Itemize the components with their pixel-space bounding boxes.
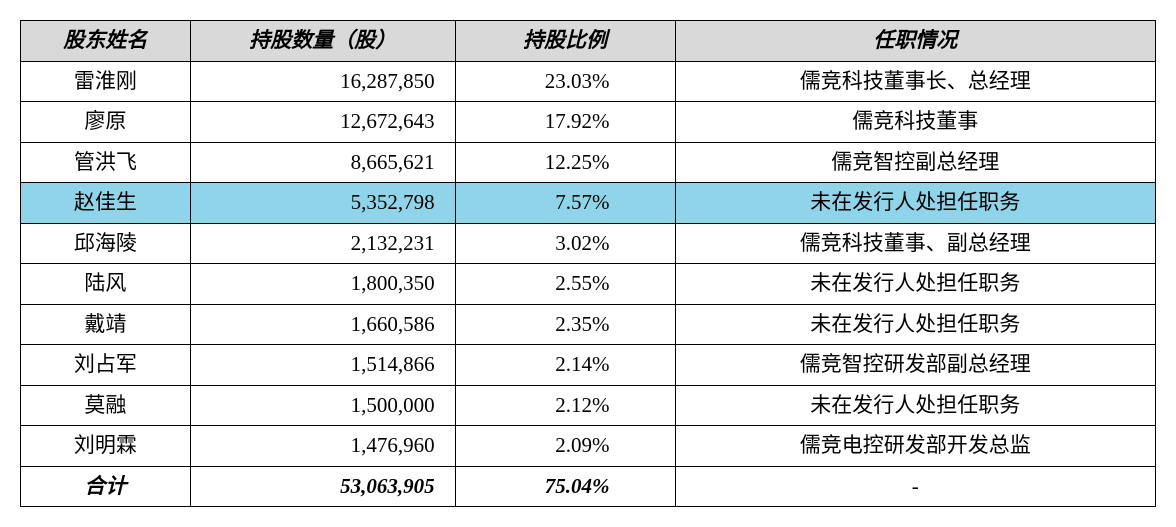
cell-position: 儒竞科技董事长、总经理 (675, 61, 1155, 102)
cell-position: 儒竞科技董事 (675, 102, 1155, 143)
cell-shares: 2,132,231 (190, 223, 455, 264)
cell-name: 廖原 (21, 102, 191, 143)
footer-ratio: 75.04% (455, 466, 675, 507)
col-header-shares: 持股数量（股） (190, 21, 455, 62)
cell-name: 莫融 (21, 385, 191, 426)
cell-position: 儒竞科技董事、副总经理 (675, 223, 1155, 264)
cell-name: 陆风 (21, 264, 191, 305)
table-row: 戴靖1,660,5862.35%未在发行人处担任职务 (21, 304, 1156, 345)
footer-position: - (675, 466, 1155, 507)
footer-name: 合计 (21, 466, 191, 507)
col-header-ratio: 持股比例 (455, 21, 675, 62)
cell-shares: 1,500,000 (190, 385, 455, 426)
cell-name: 赵佳生 (21, 183, 191, 224)
table-row: 陆风1,800,3502.55%未在发行人处担任职务 (21, 264, 1156, 305)
col-header-name: 股东姓名 (21, 21, 191, 62)
table-footer: 合计 53,063,905 75.04% - (21, 466, 1156, 507)
cell-ratio: 2.09% (455, 426, 675, 467)
cell-shares: 1,660,586 (190, 304, 455, 345)
table-header: 股东姓名 持股数量（股） 持股比例 任职情况 (21, 21, 1156, 62)
cell-shares: 5,352,798 (190, 183, 455, 224)
table-row: 邱海陵2,132,2313.02%儒竞科技董事、副总经理 (21, 223, 1156, 264)
cell-shares: 12,672,643 (190, 102, 455, 143)
cell-shares: 1,476,960 (190, 426, 455, 467)
footer-shares: 53,063,905 (190, 466, 455, 507)
cell-ratio: 7.57% (455, 183, 675, 224)
cell-shares: 8,665,621 (190, 142, 455, 183)
cell-name: 雷淮刚 (21, 61, 191, 102)
cell-ratio: 3.02% (455, 223, 675, 264)
cell-name: 管洪飞 (21, 142, 191, 183)
cell-ratio: 2.55% (455, 264, 675, 305)
cell-shares: 1,514,866 (190, 345, 455, 386)
cell-position: 儒竞电控研发部开发总监 (675, 426, 1155, 467)
table-body: 雷淮刚16,287,85023.03%儒竞科技董事长、总经理廖原12,672,6… (21, 61, 1156, 466)
cell-ratio: 17.92% (455, 102, 675, 143)
cell-position: 未在发行人处担任职务 (675, 304, 1155, 345)
cell-name: 刘明霖 (21, 426, 191, 467)
table-row: 刘占军1,514,8662.14%儒竞智控研发部副总经理 (21, 345, 1156, 386)
col-header-position: 任职情况 (675, 21, 1155, 62)
table-row: 赵佳生5,352,7987.57%未在发行人处担任职务 (21, 183, 1156, 224)
table-row: 管洪飞8,665,62112.25%儒竞智控副总经理 (21, 142, 1156, 183)
cell-ratio: 2.12% (455, 385, 675, 426)
cell-position: 儒竞智控研发部副总经理 (675, 345, 1155, 386)
cell-ratio: 2.35% (455, 304, 675, 345)
cell-position: 未在发行人处担任职务 (675, 183, 1155, 224)
cell-ratio: 23.03% (455, 61, 675, 102)
cell-position: 未在发行人处担任职务 (675, 385, 1155, 426)
cell-ratio: 2.14% (455, 345, 675, 386)
cell-shares: 1,800,350 (190, 264, 455, 305)
cell-position: 未在发行人处担任职务 (675, 264, 1155, 305)
cell-name: 邱海陵 (21, 223, 191, 264)
table-row: 刘明霖1,476,9602.09%儒竞电控研发部开发总监 (21, 426, 1156, 467)
table-row: 雷淮刚16,287,85023.03%儒竞科技董事长、总经理 (21, 61, 1156, 102)
cell-position: 儒竞智控副总经理 (675, 142, 1155, 183)
table-row: 廖原12,672,64317.92%儒竞科技董事 (21, 102, 1156, 143)
cell-name: 刘占军 (21, 345, 191, 386)
cell-shares: 16,287,850 (190, 61, 455, 102)
cell-name: 戴靖 (21, 304, 191, 345)
shareholder-table: 股东姓名 持股数量（股） 持股比例 任职情况 雷淮刚16,287,85023.0… (20, 20, 1156, 507)
cell-ratio: 12.25% (455, 142, 675, 183)
table-row: 莫融1,500,0002.12%未在发行人处担任职务 (21, 385, 1156, 426)
